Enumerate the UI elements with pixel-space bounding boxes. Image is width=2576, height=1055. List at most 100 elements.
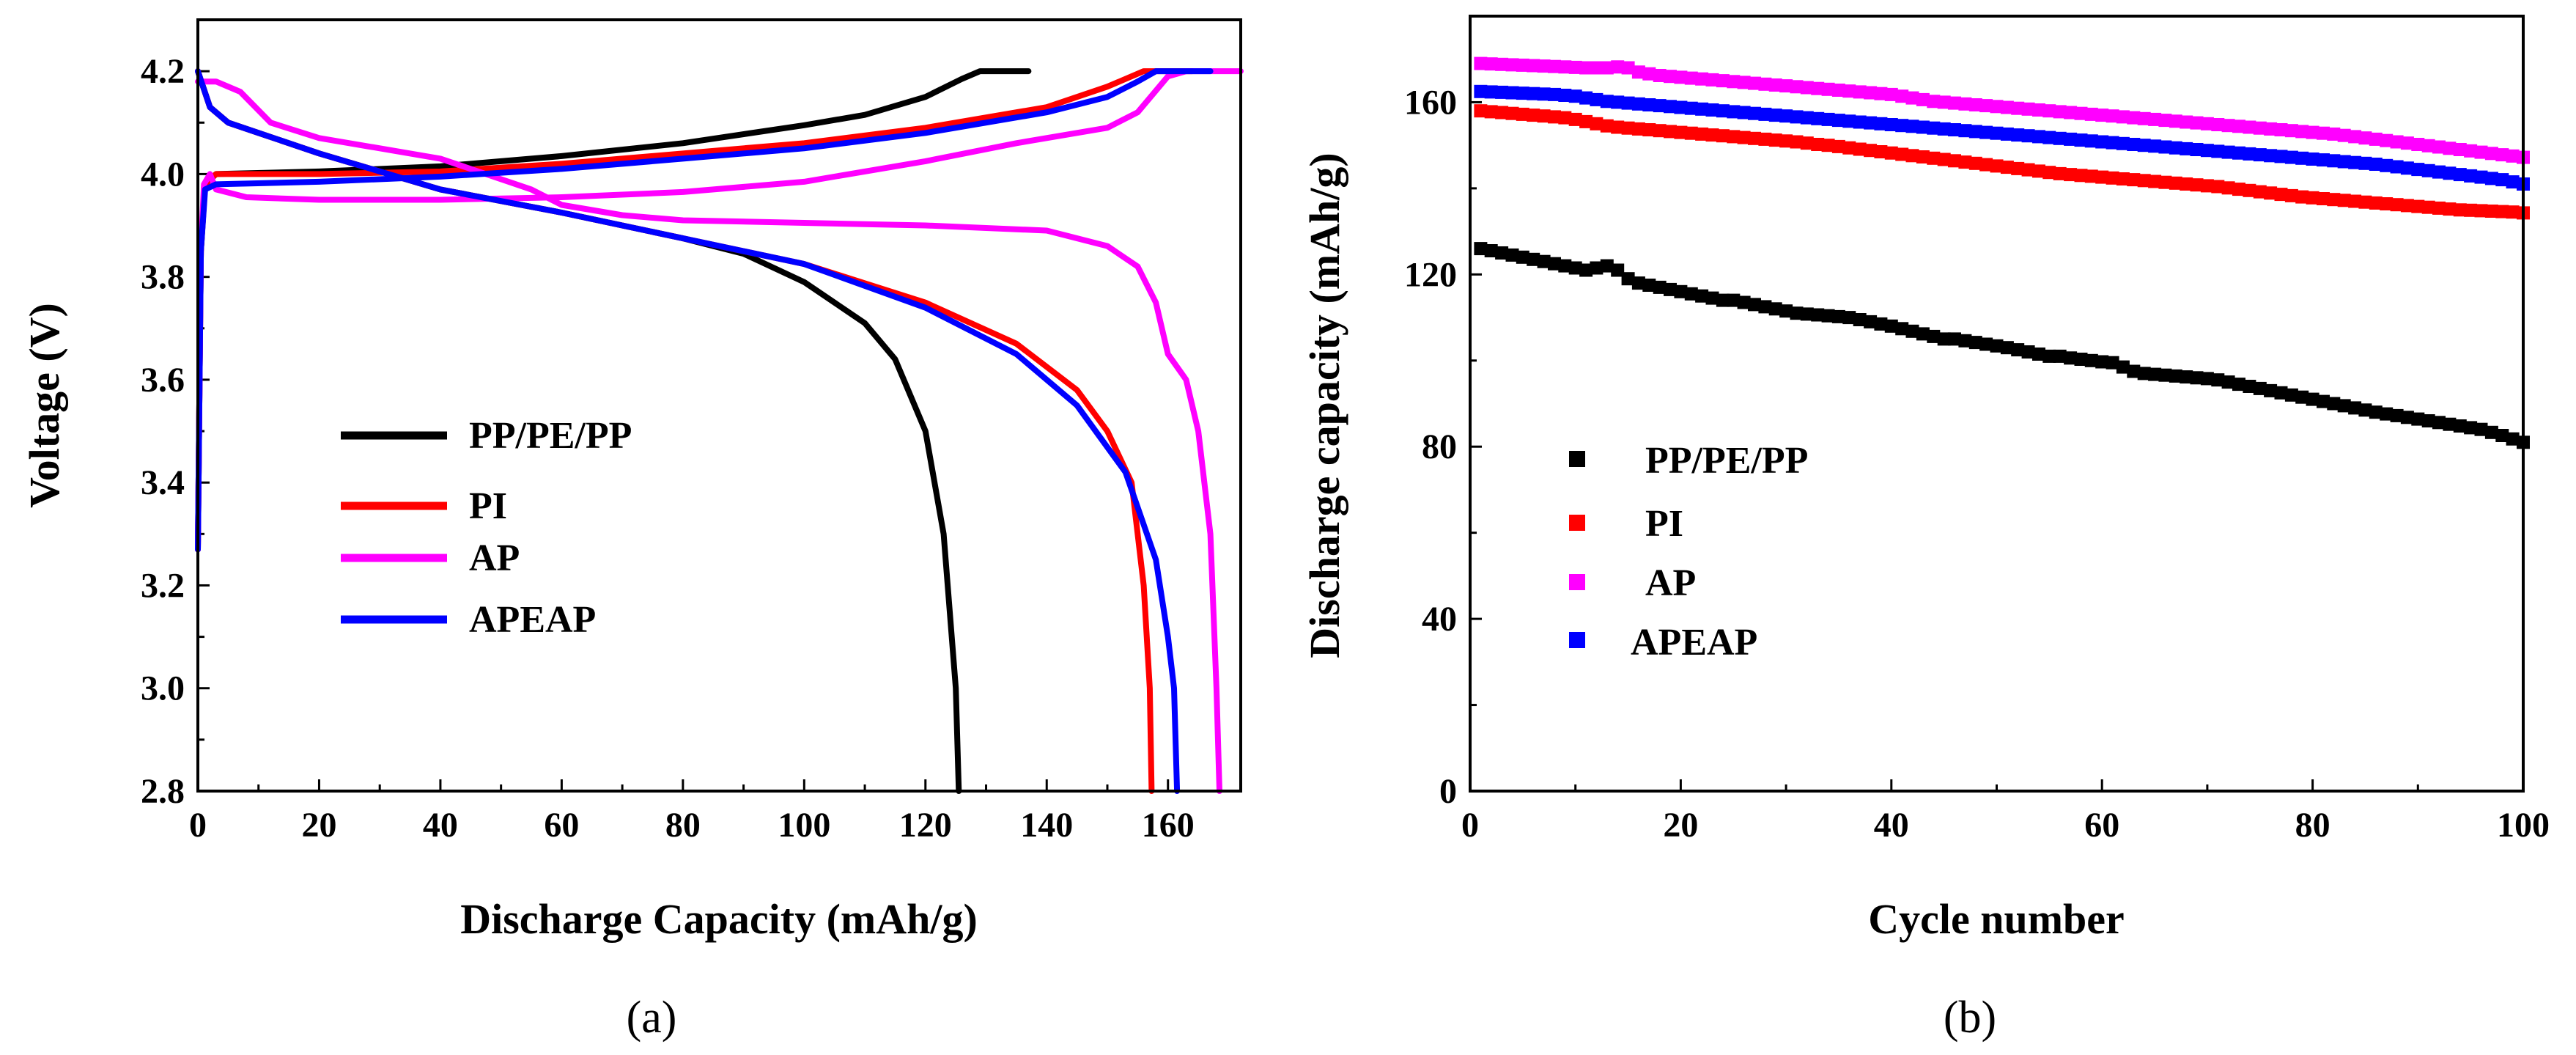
panel-a-ticks (196, 70, 1170, 793)
data-point-ap (1916, 92, 1930, 106)
data-point-pp-pe-pp (1674, 284, 1688, 298)
series-apeap-discharge-curve (195, 68, 1181, 794)
data-point-apeap (2484, 172, 2498, 185)
data-point-apeap (1684, 101, 1698, 115)
data-point-apeap (2243, 147, 2256, 161)
data-point-apeap (1916, 120, 1930, 134)
data-point-pp-pe-pp (1664, 282, 1677, 296)
data-point-ap (2306, 125, 2319, 139)
data-point-apeap (2337, 155, 2351, 169)
panel-a-x-tick-label: 80 (665, 806, 701, 845)
data-point-pi (1758, 132, 1772, 146)
data-point-ap (2221, 119, 2235, 133)
data-point-ap (2253, 121, 2267, 135)
data-point-pi (1484, 105, 1498, 119)
panel-a-x-tick-label: 40 (423, 806, 458, 845)
data-point-apeap (2443, 166, 2457, 180)
data-point-ap (1516, 58, 1529, 72)
data-point-pp-pe-pp (2243, 380, 2256, 393)
data-point-ap (1568, 60, 1582, 74)
data-point-pp-pe-pp (1579, 263, 1593, 277)
data-point-apeap (2011, 128, 2025, 142)
data-point-pi (2432, 201, 2446, 215)
data-point-pp-pe-pp (2169, 369, 2182, 383)
data-point-pi (1590, 117, 1603, 131)
data-point-apeap (1495, 85, 1509, 99)
panel-b-x-tick-label: 80 (2295, 806, 2330, 845)
data-point-apeap (2506, 175, 2520, 189)
series-pp-pe-pp-charge-curve (195, 68, 1032, 553)
data-point-ap (1864, 86, 1878, 100)
data-point-pp-pe-pp (1927, 329, 1941, 343)
data-point-apeap (2180, 141, 2193, 155)
series-pp-pe-pp-points (1474, 242, 2530, 449)
data-point-pi (1853, 142, 1867, 156)
panel-a-y-tick-label: 3.6 (141, 361, 185, 400)
data-point-pi (1905, 149, 1919, 163)
data-point-pp-pe-pp (1842, 311, 1856, 325)
data-point-pi (2284, 188, 2298, 202)
data-point-ap (2295, 125, 2309, 139)
panel-b-x-axis-title: Cycle number (1868, 895, 2125, 943)
data-point-ap (1590, 61, 1603, 75)
data-point-ap (2084, 107, 2098, 121)
data-point-pp-pe-pp (2158, 368, 2172, 382)
data-point-pi (1474, 104, 1488, 118)
data-point-apeap (1821, 112, 1835, 126)
data-point-ap (1664, 70, 1677, 84)
data-point-ap (2369, 132, 2383, 146)
data-point-pp-pe-pp (2274, 386, 2288, 400)
data-point-pi (1642, 123, 1656, 136)
data-point-apeap (1548, 87, 1561, 101)
data-point-apeap (1748, 106, 1761, 120)
data-point-pi (2200, 179, 2214, 193)
data-point-pp-pe-pp (1505, 248, 1519, 262)
data-point-apeap (1664, 100, 1677, 114)
data-point-apeap (1674, 100, 1688, 114)
data-point-apeap (2421, 163, 2435, 177)
series-ap-discharge-curve (195, 78, 1222, 794)
data-point-apeap (1968, 125, 1982, 139)
data-point-apeap (1642, 98, 1656, 111)
data-point-ap (1631, 65, 1645, 79)
data-point-apeap (2032, 130, 2045, 144)
data-point-pp-pe-pp (2337, 399, 2351, 413)
panel-b-label: (b) (1944, 993, 1996, 1043)
data-point-ap (1831, 84, 1845, 97)
data-point-ap (2158, 114, 2172, 128)
data-point-pp-pe-pp (2116, 360, 2130, 374)
panel-b-tick-labels: 0 20 40 60 80 100 0 40 80 120 160 (1404, 83, 2550, 845)
data-point-apeap (1590, 92, 1603, 106)
data-point-pp-pe-pp (2474, 422, 2488, 436)
data-point-ap (1495, 57, 1509, 71)
data-point-pi (1790, 135, 1804, 149)
data-point-pi (1705, 128, 1719, 142)
data-point-pp-pe-pp (1474, 242, 1488, 256)
data-point-pp-pe-pp (1558, 259, 1572, 273)
data-point-pi (2021, 163, 2035, 177)
data-point-pi (2211, 180, 2225, 194)
data-point-pi (1779, 134, 1793, 148)
data-point-pi (2116, 172, 2130, 185)
data-point-pi (2443, 202, 2457, 216)
data-point-apeap (2400, 161, 2414, 175)
data-point-ap (2421, 139, 2435, 152)
data-point-apeap (2369, 158, 2383, 171)
data-point-pi (1990, 159, 2004, 173)
data-point-ap (1853, 85, 1867, 99)
panel-a-x-tick-label: 140 (1020, 806, 1073, 845)
data-point-apeap (1758, 107, 1772, 121)
data-point-apeap (1653, 99, 1667, 113)
legend-label-pp-pe-pp: PP/PE/PP (469, 415, 632, 457)
data-point-ap (1790, 80, 1804, 94)
data-point-apeap (1484, 85, 1498, 99)
data-point-apeap (1527, 87, 1540, 100)
data-point-pi (2032, 164, 2045, 178)
data-point-pp-pe-pp (2358, 403, 2372, 417)
data-point-pi (2306, 191, 2319, 205)
data-point-ap (2380, 133, 2394, 147)
data-point-ap (2284, 124, 2298, 138)
data-point-pi (2180, 177, 2193, 191)
data-point-pi (1579, 114, 1593, 128)
data-point-apeap (2137, 139, 2151, 152)
